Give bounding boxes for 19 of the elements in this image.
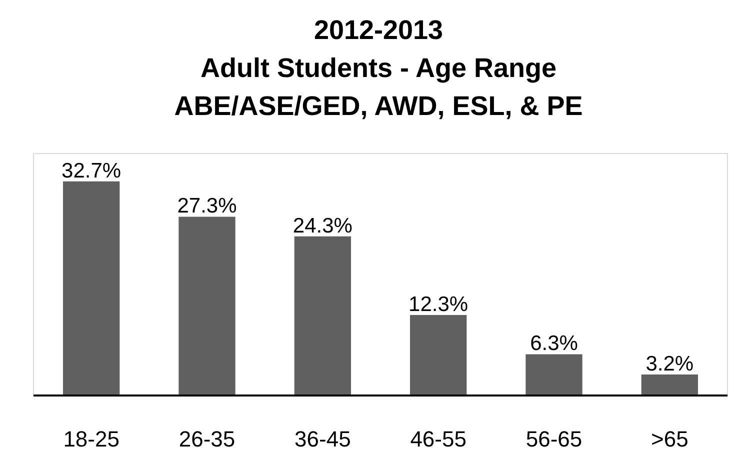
x-tick-label: 56-65 xyxy=(526,426,582,452)
data-label: 32.7% xyxy=(62,159,122,182)
chart-title: 2012-2013 Adult Students - Age Range ABE/ASE/GED, AWD, ESL, & PE xyxy=(174,14,583,123)
bar xyxy=(641,374,698,396)
data-label: 3.2% xyxy=(646,352,694,376)
x-tick-label: 36-45 xyxy=(294,426,351,452)
data-label: 24.3% xyxy=(292,214,352,238)
bar xyxy=(526,354,582,396)
data-label: 6.3% xyxy=(530,332,578,356)
x-tick-label: 18-25 xyxy=(63,426,120,452)
x-tick-label: 26-35 xyxy=(178,426,236,452)
bar xyxy=(62,181,120,396)
x-tick-label: >65 xyxy=(651,426,688,452)
data-label: 27.3% xyxy=(177,194,237,218)
data-label: 12.3% xyxy=(408,292,468,316)
x-tick-label: 46-55 xyxy=(410,426,466,452)
bar xyxy=(410,314,467,396)
bar xyxy=(178,216,236,396)
bar xyxy=(294,236,352,396)
